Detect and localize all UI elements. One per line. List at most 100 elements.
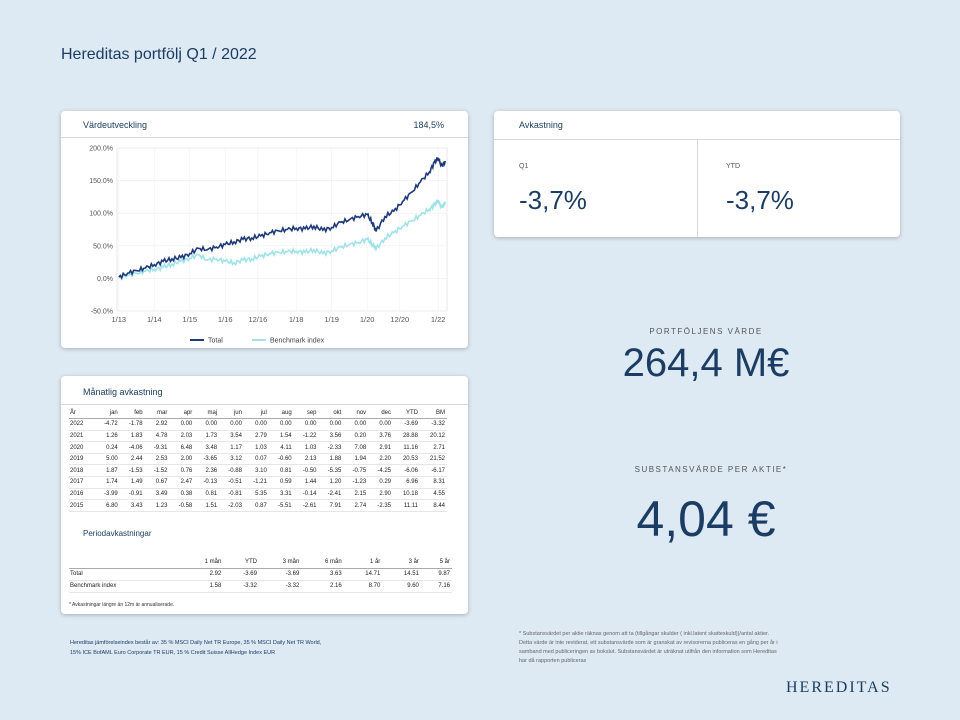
monthly-cell: 8.31 bbox=[433, 479, 445, 486]
period-header: 1 mån bbox=[180, 556, 224, 569]
monthly-cell: -4.06 bbox=[128, 444, 143, 451]
monthly-header: feb bbox=[119, 407, 145, 420]
monthly-cell: 0.00 bbox=[379, 421, 392, 428]
monthly-cell: 0.20 bbox=[354, 432, 367, 439]
period-cell: -3.69 bbox=[285, 571, 300, 577]
period-cell: 9.87 bbox=[438, 571, 450, 577]
monthly-cell: -2.03 bbox=[228, 502, 242, 509]
monthly-cell: 2.74 bbox=[354, 502, 367, 509]
y-tick-label: 0.0% bbox=[97, 276, 113, 283]
monthly-cell: -0.58 bbox=[178, 502, 193, 509]
monthly-cell: -0.81 bbox=[228, 490, 242, 497]
chart-card-title: Värdeutveckling bbox=[83, 120, 148, 130]
monthly-cell: 2022 bbox=[70, 421, 84, 428]
monthly-cell: 0.00 bbox=[354, 421, 367, 428]
returns-card: Avkastning Q1 -3,7% YTD -3,7% bbox=[494, 111, 900, 237]
period-header: 5 år bbox=[420, 556, 452, 569]
monthly-cell: 0.00 bbox=[255, 421, 267, 428]
monthly-cell: 0.00 bbox=[180, 421, 193, 428]
monthly-header: maj bbox=[194, 407, 220, 420]
monthly-cell: 2.44 bbox=[130, 456, 143, 463]
monthly-cell: 2.47 bbox=[180, 479, 193, 486]
monthly-cell: 1.88 bbox=[329, 456, 342, 463]
monthly-cell: 4.11 bbox=[280, 444, 292, 451]
x-tick-label: 1/19 bbox=[324, 315, 339, 324]
monthly-cell: 0.76 bbox=[180, 467, 193, 474]
nav-footnote-line: har då rapporten publiceras bbox=[519, 658, 587, 664]
period-cell: -3.32 bbox=[243, 583, 257, 589]
monthly-cell: -4.25 bbox=[377, 467, 392, 474]
monthly-cell: -1.21 bbox=[253, 479, 267, 486]
series-line-total bbox=[118, 157, 446, 280]
monthly-cell: -0.91 bbox=[128, 490, 143, 497]
annualized-note: * Avkastningar längre än 12m är annualis… bbox=[69, 602, 175, 608]
monthly-cell: 0.00 bbox=[329, 421, 342, 428]
monthly-cell: -6.06 bbox=[404, 467, 418, 474]
monthly-cell: 0.81 bbox=[279, 467, 292, 474]
nav-per-share-label: SUBSTANSVÄRDE PER AKTIE* bbox=[634, 465, 788, 474]
table-row: 2020 0.24 -4.06 -9.31 6.48 3.48 1.17 1.03 4.11 1.… bbox=[69, 442, 447, 454]
monthly-cell: 1.49 bbox=[130, 479, 143, 486]
x-tick-label: 1/16 bbox=[218, 315, 233, 324]
monthly-cell: 4.55 bbox=[433, 490, 445, 497]
period-header: 3 mån bbox=[258, 556, 302, 569]
monthly-header: nov bbox=[343, 407, 369, 420]
monthly-cell: 20.53 bbox=[402, 456, 418, 463]
period-header: YTD bbox=[223, 556, 259, 569]
monthly-header: jun bbox=[219, 407, 244, 420]
monthly-cell: -3.65 bbox=[203, 456, 218, 463]
monthly-cell: 1.87 bbox=[106, 467, 118, 474]
monthly-cell: -0.88 bbox=[228, 467, 242, 474]
monthly-header: jan bbox=[94, 407, 120, 420]
card-divider bbox=[61, 404, 468, 405]
monthly-cell: 0.00 bbox=[230, 421, 242, 428]
monthly-cell: 1.03 bbox=[255, 444, 267, 451]
benchmark-note-line: Hereditas jämförelseindex består av: 35 … bbox=[70, 640, 322, 646]
monthly-cell: 3.49 bbox=[155, 490, 168, 497]
monthly-cell: 2017 bbox=[70, 479, 84, 486]
monthly-cell: 2.79 bbox=[255, 432, 267, 439]
y-tick-label: 200.0% bbox=[89, 146, 113, 153]
period-header: 3 år bbox=[382, 556, 421, 569]
monthly-cell: -5.35 bbox=[327, 467, 342, 474]
y-tick-label: 150.0% bbox=[89, 178, 113, 185]
chart-card-value: 184,5% bbox=[413, 120, 444, 130]
monthly-cell: -1.52 bbox=[153, 467, 168, 474]
period-cell: -3.69 bbox=[243, 571, 257, 577]
period-cell: Benchmark index bbox=[70, 583, 117, 589]
table-row: 2021 1.26 1.83 4.78 2.03 1.73 3.54 2.79 1.54 -1.2… bbox=[69, 430, 447, 442]
period-cell: 3.63 bbox=[330, 571, 342, 577]
table-row: Total 2.92 -3.69 -3.69 3.63 14.71 14.51 9.87 bbox=[69, 568, 452, 580]
nav-footnote: * Substansvärdet per aktie räknas genom … bbox=[519, 630, 879, 666]
x-tick-label: 1/20 bbox=[360, 315, 375, 324]
monthly-returns-table: År jan feb mar apr maj jun jul aug sep okt nov dec YT… bbox=[69, 407, 447, 512]
period-returns-title: Periodavkastningar bbox=[83, 529, 152, 538]
monthly-cell: 0.59 bbox=[279, 479, 292, 486]
monthly-cell: 2019 bbox=[70, 456, 84, 463]
period-cell: 8.70 bbox=[368, 583, 381, 589]
period-cell: 1.58 bbox=[209, 583, 222, 589]
period-cell: 2.92 bbox=[209, 571, 222, 577]
monthly-cell: 1.23 bbox=[155, 502, 168, 509]
benchmark-note: Hereditas jämförelseindex består av: 35 … bbox=[70, 638, 430, 658]
monthly-cell: 11.16 bbox=[403, 444, 418, 451]
monthly-cell: -3.32 bbox=[431, 421, 445, 428]
monthly-cell: 11.11 bbox=[403, 502, 418, 509]
series-line-benchmark-index bbox=[118, 199, 446, 281]
monthly-cell: 3.10 bbox=[255, 467, 267, 474]
monthly-cell: 5.00 bbox=[106, 456, 118, 463]
monthly-cell: -0.51 bbox=[228, 479, 242, 486]
value-development-chart: 200.0% 150.0% 100.0% 50.0% 0.0% -50.0%1/13 1/1… bbox=[89, 146, 448, 345]
period-header bbox=[69, 556, 181, 569]
monthly-cell: 7.91 bbox=[329, 502, 342, 509]
x-tick-label: 12/16 bbox=[248, 315, 267, 324]
monthly-header: mar bbox=[144, 407, 170, 420]
monthly-header: apr bbox=[169, 407, 195, 420]
monthly-cell: 0.07 bbox=[255, 456, 267, 463]
monthly-header: okt bbox=[318, 407, 344, 420]
monthly-cell: -3.99 bbox=[104, 490, 118, 497]
table-row: 2016 -3.99 -0.91 3.49 0.38 0.81 -0.81 5.35 3.31 -… bbox=[69, 488, 447, 500]
monthly-header: sep bbox=[293, 407, 319, 420]
y-tick-label: 100.0% bbox=[89, 211, 113, 218]
table-row: 2019 5.00 2.44 2.53 2.00 -3.65 3.12 0.07 -0.60 2.… bbox=[69, 453, 447, 465]
